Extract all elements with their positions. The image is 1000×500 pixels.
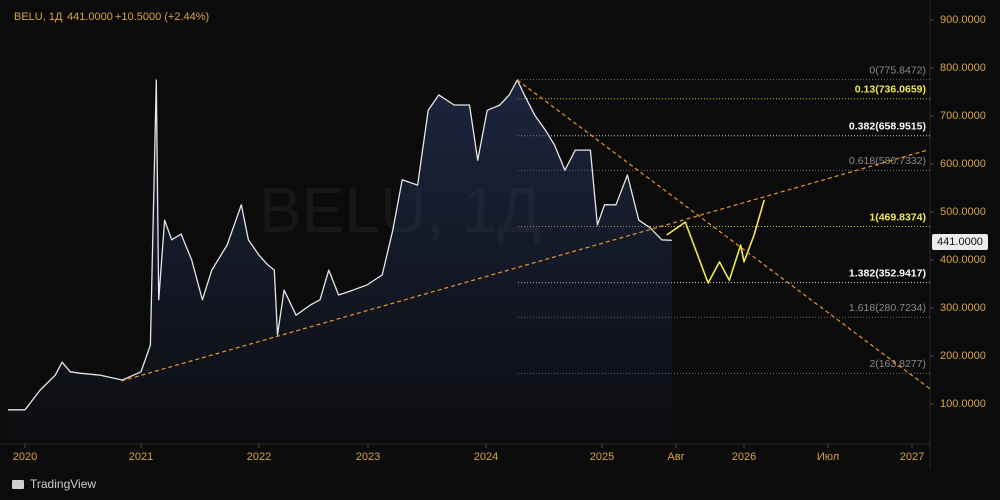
y-tick-label: 900.0000 — [940, 14, 986, 26]
x-tick-label: Июл — [817, 451, 839, 463]
fib-label: 1.382(352.9417) — [849, 267, 926, 279]
trend-line — [516, 79, 932, 391]
price-tag-label: 441.0000 — [937, 236, 983, 248]
fib-label: 2(163.8277) — [869, 358, 926, 370]
brand: TradingView — [30, 477, 96, 491]
change: +10.5000 (+2.44%) — [115, 11, 209, 23]
y-tick-label: 800.0000 — [940, 62, 986, 74]
x-tick-label: 2020 — [13, 451, 37, 463]
fib-label: 0.382(658.9515) — [849, 120, 926, 132]
x-tick-label: 2021 — [129, 451, 153, 463]
brand-logo — [12, 480, 24, 489]
x-tick-label: 2025 — [590, 451, 614, 463]
x-tick-label: 2024 — [474, 451, 498, 463]
y-tick-label: 700.0000 — [940, 110, 986, 122]
fib-label: 0.618(586.7332) — [849, 155, 926, 167]
fib-label: 0(775.8472) — [869, 64, 926, 76]
fib-label: 1.618(280.7234) — [849, 302, 926, 314]
y-tick-label: 200.0000 — [940, 350, 986, 362]
price-line — [666, 199, 765, 284]
x-tick-label: Авг — [667, 451, 684, 463]
plot: 0(775.8472) 0.13(736.0659) 0.382(658.9515)… — [8, 64, 932, 440]
symbol: BELU, 1Д — [14, 11, 63, 23]
y-tick-label: 100.0000 — [940, 398, 986, 410]
y-tick-label: 600.0000 — [940, 158, 986, 170]
y-tick-label: 300.0000 — [940, 302, 986, 314]
price-tag — [932, 234, 988, 250]
price-line — [8, 79, 672, 411]
fib-label: 1(469.8374) — [869, 211, 926, 223]
fib-label: 0.13(736.0659) — [855, 83, 926, 95]
x-tick-label: 2027 — [900, 451, 924, 463]
price-area — [8, 80, 672, 440]
y-tick-label: 400.0000 — [940, 254, 986, 266]
x-tick-label: 2022 — [247, 451, 271, 463]
y-tick-label: 500.0000 — [940, 206, 986, 218]
x-tick-label: 2023 — [356, 451, 380, 463]
x-tick-label: 2026 — [732, 451, 756, 463]
last-price: 441.0000 — [67, 11, 113, 23]
